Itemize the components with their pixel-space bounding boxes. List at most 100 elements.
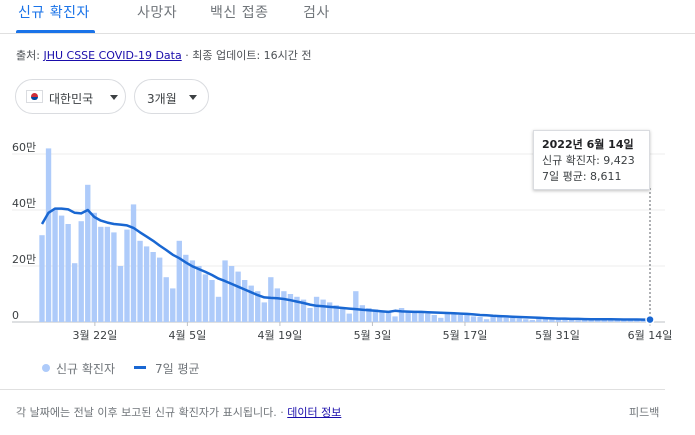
x-axis-labels: 3월 22일 4월 5일 4월 19일 5월 3일 5월 17일 5월 31일 6월 14일 xyxy=(73,322,673,342)
case-bar xyxy=(523,319,529,322)
case-bars xyxy=(39,148,653,322)
region-label: 대한민국 xyxy=(49,92,94,106)
case-bar xyxy=(268,277,274,322)
footer-divider xyxy=(0,389,665,390)
case-bar xyxy=(398,308,405,322)
case-bar xyxy=(124,229,130,322)
data-info-link[interactable]: 데이터 정보 xyxy=(287,406,342,419)
data-source-line: 출처: JHU CSSE COVID-19 Data · 최종 업데이트: 16… xyxy=(16,47,312,63)
tab-deaths[interactable]: 사망자 xyxy=(137,5,178,21)
case-bar xyxy=(483,319,490,322)
chevron-down-icon xyxy=(189,95,197,100)
source-link[interactable]: JHU CSSE COVID-19 Data xyxy=(43,49,182,62)
case-bar xyxy=(170,288,176,322)
case-bar xyxy=(516,318,522,322)
case-bar xyxy=(529,320,536,322)
y-tick-label: 40만 xyxy=(12,197,36,210)
case-bar xyxy=(438,317,444,322)
case-bar xyxy=(45,148,52,322)
x-tick-label: 5월 17일 xyxy=(443,328,488,342)
footer-note: 각 날짜에는 전날 이후 보고된 신규 확진자가 표시됩니다. · 데이터 정보 xyxy=(16,404,341,420)
case-bar xyxy=(601,319,607,322)
case-bar xyxy=(98,226,104,322)
cases-chart[interactable]: 0 20만 40만 60만 3월 22일 4월 5일 4월 19일 5월 3일 5월 17일 5… xyxy=(0,130,695,350)
last-updated: 최종 업데이트: 16시간 전 xyxy=(192,49,312,62)
case-bar xyxy=(183,254,189,322)
case-bar xyxy=(503,317,509,322)
chart-tooltip: 2022년 6월 14일 신규 확진자: 9,423 7일 평균: 8,611 xyxy=(533,130,650,190)
source-separator: · xyxy=(185,49,189,62)
x-tick-label: 4월 19일 xyxy=(258,328,303,342)
case-bar xyxy=(215,296,222,322)
hover-marker xyxy=(645,188,655,325)
region-dropdown[interactable]: 대한민국 xyxy=(15,79,126,114)
case-bar xyxy=(340,308,346,322)
footer-note-text: 각 날짜에는 전날 이후 보고된 신규 확진자가 표시됩니다. xyxy=(16,406,277,419)
case-bar xyxy=(568,319,575,322)
case-bar xyxy=(163,277,169,322)
south-korea-flag-icon xyxy=(26,90,43,103)
x-tick-label: 5월 31일 xyxy=(535,328,580,342)
case-bar xyxy=(451,313,457,322)
case-bar xyxy=(228,266,235,322)
case-bar xyxy=(372,309,379,322)
hover-point xyxy=(645,314,655,325)
case-bar xyxy=(320,299,326,322)
tab-vaccinations[interactable]: 백신 접종 xyxy=(210,5,269,21)
case-bar xyxy=(202,274,209,322)
tooltip-cases: 신규 확진자: 9,423 xyxy=(542,154,635,167)
period-dropdown[interactable]: 3개월 xyxy=(134,79,209,114)
case-bar xyxy=(72,263,78,322)
case-bar xyxy=(85,184,91,322)
seven-day-average-line xyxy=(40,207,650,321)
y-tick-label: 0 xyxy=(12,309,19,322)
tab-new-cases[interactable]: 신규 확진자 xyxy=(18,5,90,21)
y-tick-label: 60만 xyxy=(12,141,36,154)
case-bar xyxy=(359,305,366,322)
case-bar xyxy=(65,224,71,322)
case-bar xyxy=(405,310,411,322)
x-tick-label: 5월 3일 xyxy=(354,328,392,342)
case-bar xyxy=(189,260,196,322)
case-bar xyxy=(431,315,437,322)
case-bar xyxy=(477,316,483,322)
case-bar xyxy=(58,215,65,322)
case-bar xyxy=(137,240,143,322)
case-bar xyxy=(261,302,267,322)
case-bar xyxy=(542,318,549,322)
case-bar xyxy=(104,226,111,322)
y-axis-labels: 0 20만 40만 60만 xyxy=(12,141,36,322)
average-line xyxy=(40,207,650,321)
case-bar xyxy=(130,204,137,322)
tooltip-average: 7일 평균: 8,611 xyxy=(542,170,622,183)
case-bar xyxy=(510,317,516,322)
case-bar xyxy=(555,318,562,322)
case-bar xyxy=(575,320,581,322)
case-bar xyxy=(241,280,248,322)
case-bar xyxy=(385,312,392,322)
legend-cases-label: 신규 확진자 xyxy=(56,362,116,376)
case-bar xyxy=(52,210,58,322)
active-tab-indicator xyxy=(16,30,95,33)
legend-line-swatch xyxy=(134,366,146,369)
metric-tabs: 신규 확진자 사망자 백신 접종 검사 xyxy=(0,0,695,34)
case-bar xyxy=(307,308,313,322)
case-bar xyxy=(379,310,385,322)
case-bar xyxy=(536,317,542,322)
case-bar xyxy=(549,318,555,322)
case-bar xyxy=(333,305,339,322)
case-bar xyxy=(464,315,470,322)
case-bar xyxy=(294,296,300,322)
feedback-link[interactable]: 피드백 xyxy=(629,406,660,419)
case-bar xyxy=(457,315,464,322)
case-bar xyxy=(117,266,124,322)
x-tick-label: 6월 14일 xyxy=(628,328,673,342)
tab-tests[interactable]: 검사 xyxy=(303,5,330,21)
case-bar xyxy=(176,240,182,322)
case-bar xyxy=(353,291,359,322)
case-bar xyxy=(143,246,150,322)
case-bar xyxy=(562,319,568,322)
case-bar xyxy=(255,291,261,322)
tooltip-date: 2022년 6월 14일 xyxy=(542,138,634,151)
case-bar xyxy=(111,232,117,322)
